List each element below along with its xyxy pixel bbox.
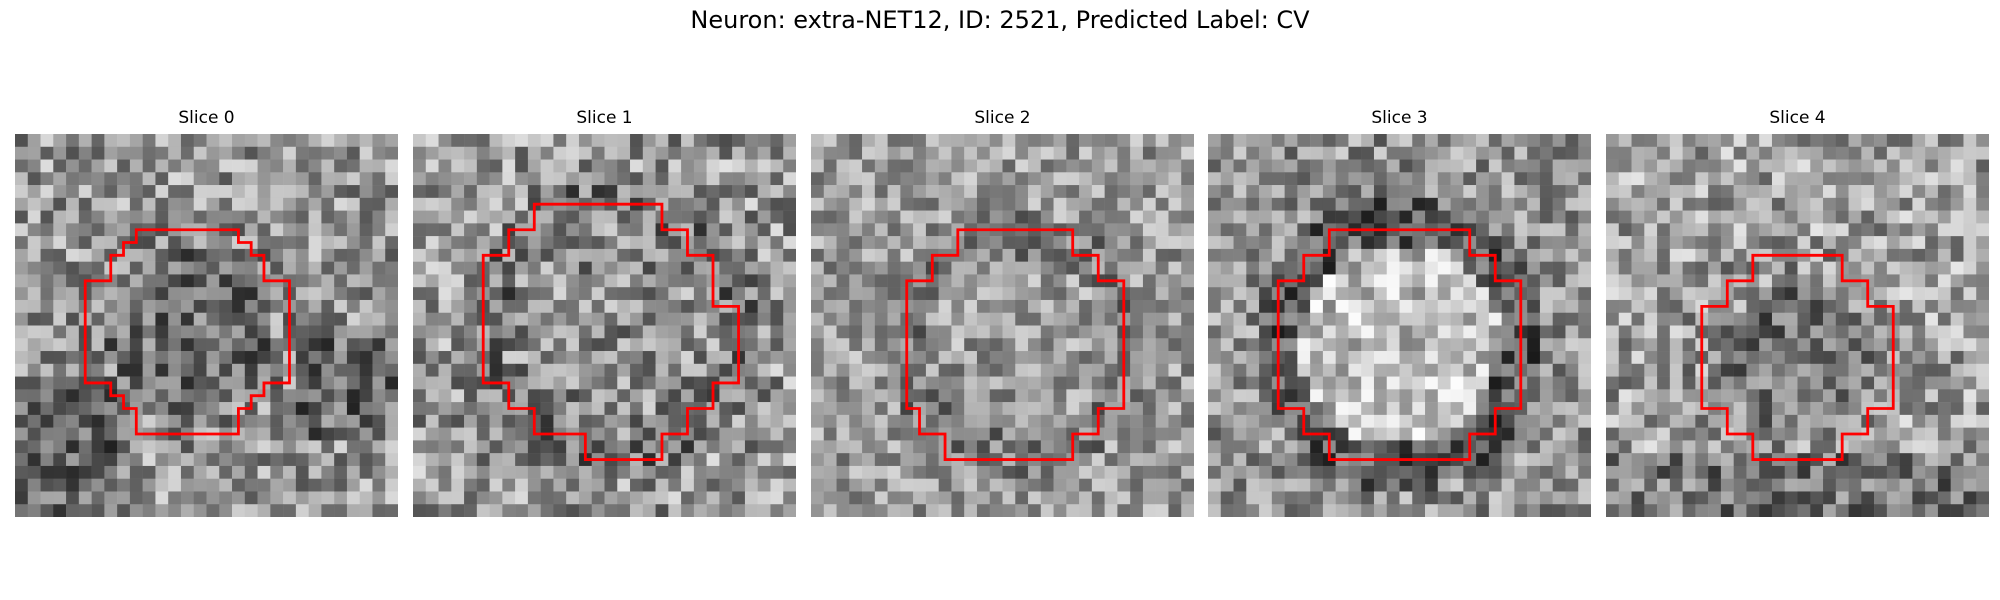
roi-outline-3 [1276, 228, 1523, 461]
slice-title-3: Slice 3 [1371, 108, 1428, 128]
slice-title-0: Slice 0 [178, 108, 235, 128]
figure-title: Neuron: extra-NET12, ID: 2521, Predicted… [690, 6, 1310, 34]
slice-image-0 [15, 134, 398, 517]
roi-outline-2 [905, 228, 1126, 461]
roi-outline-4 [1700, 253, 1895, 461]
slice-image-1 [413, 134, 796, 517]
roi-outline-0 [83, 228, 291, 436]
slice-title-2: Slice 2 [974, 108, 1031, 128]
slice-title-4: Slice 4 [1769, 108, 1826, 128]
slice-image-4 [1606, 134, 1989, 517]
slice-title-1: Slice 1 [576, 108, 633, 128]
roi-outline-1 [481, 202, 740, 461]
slice-image-2 [811, 134, 1194, 517]
slice-image-3 [1208, 134, 1591, 517]
